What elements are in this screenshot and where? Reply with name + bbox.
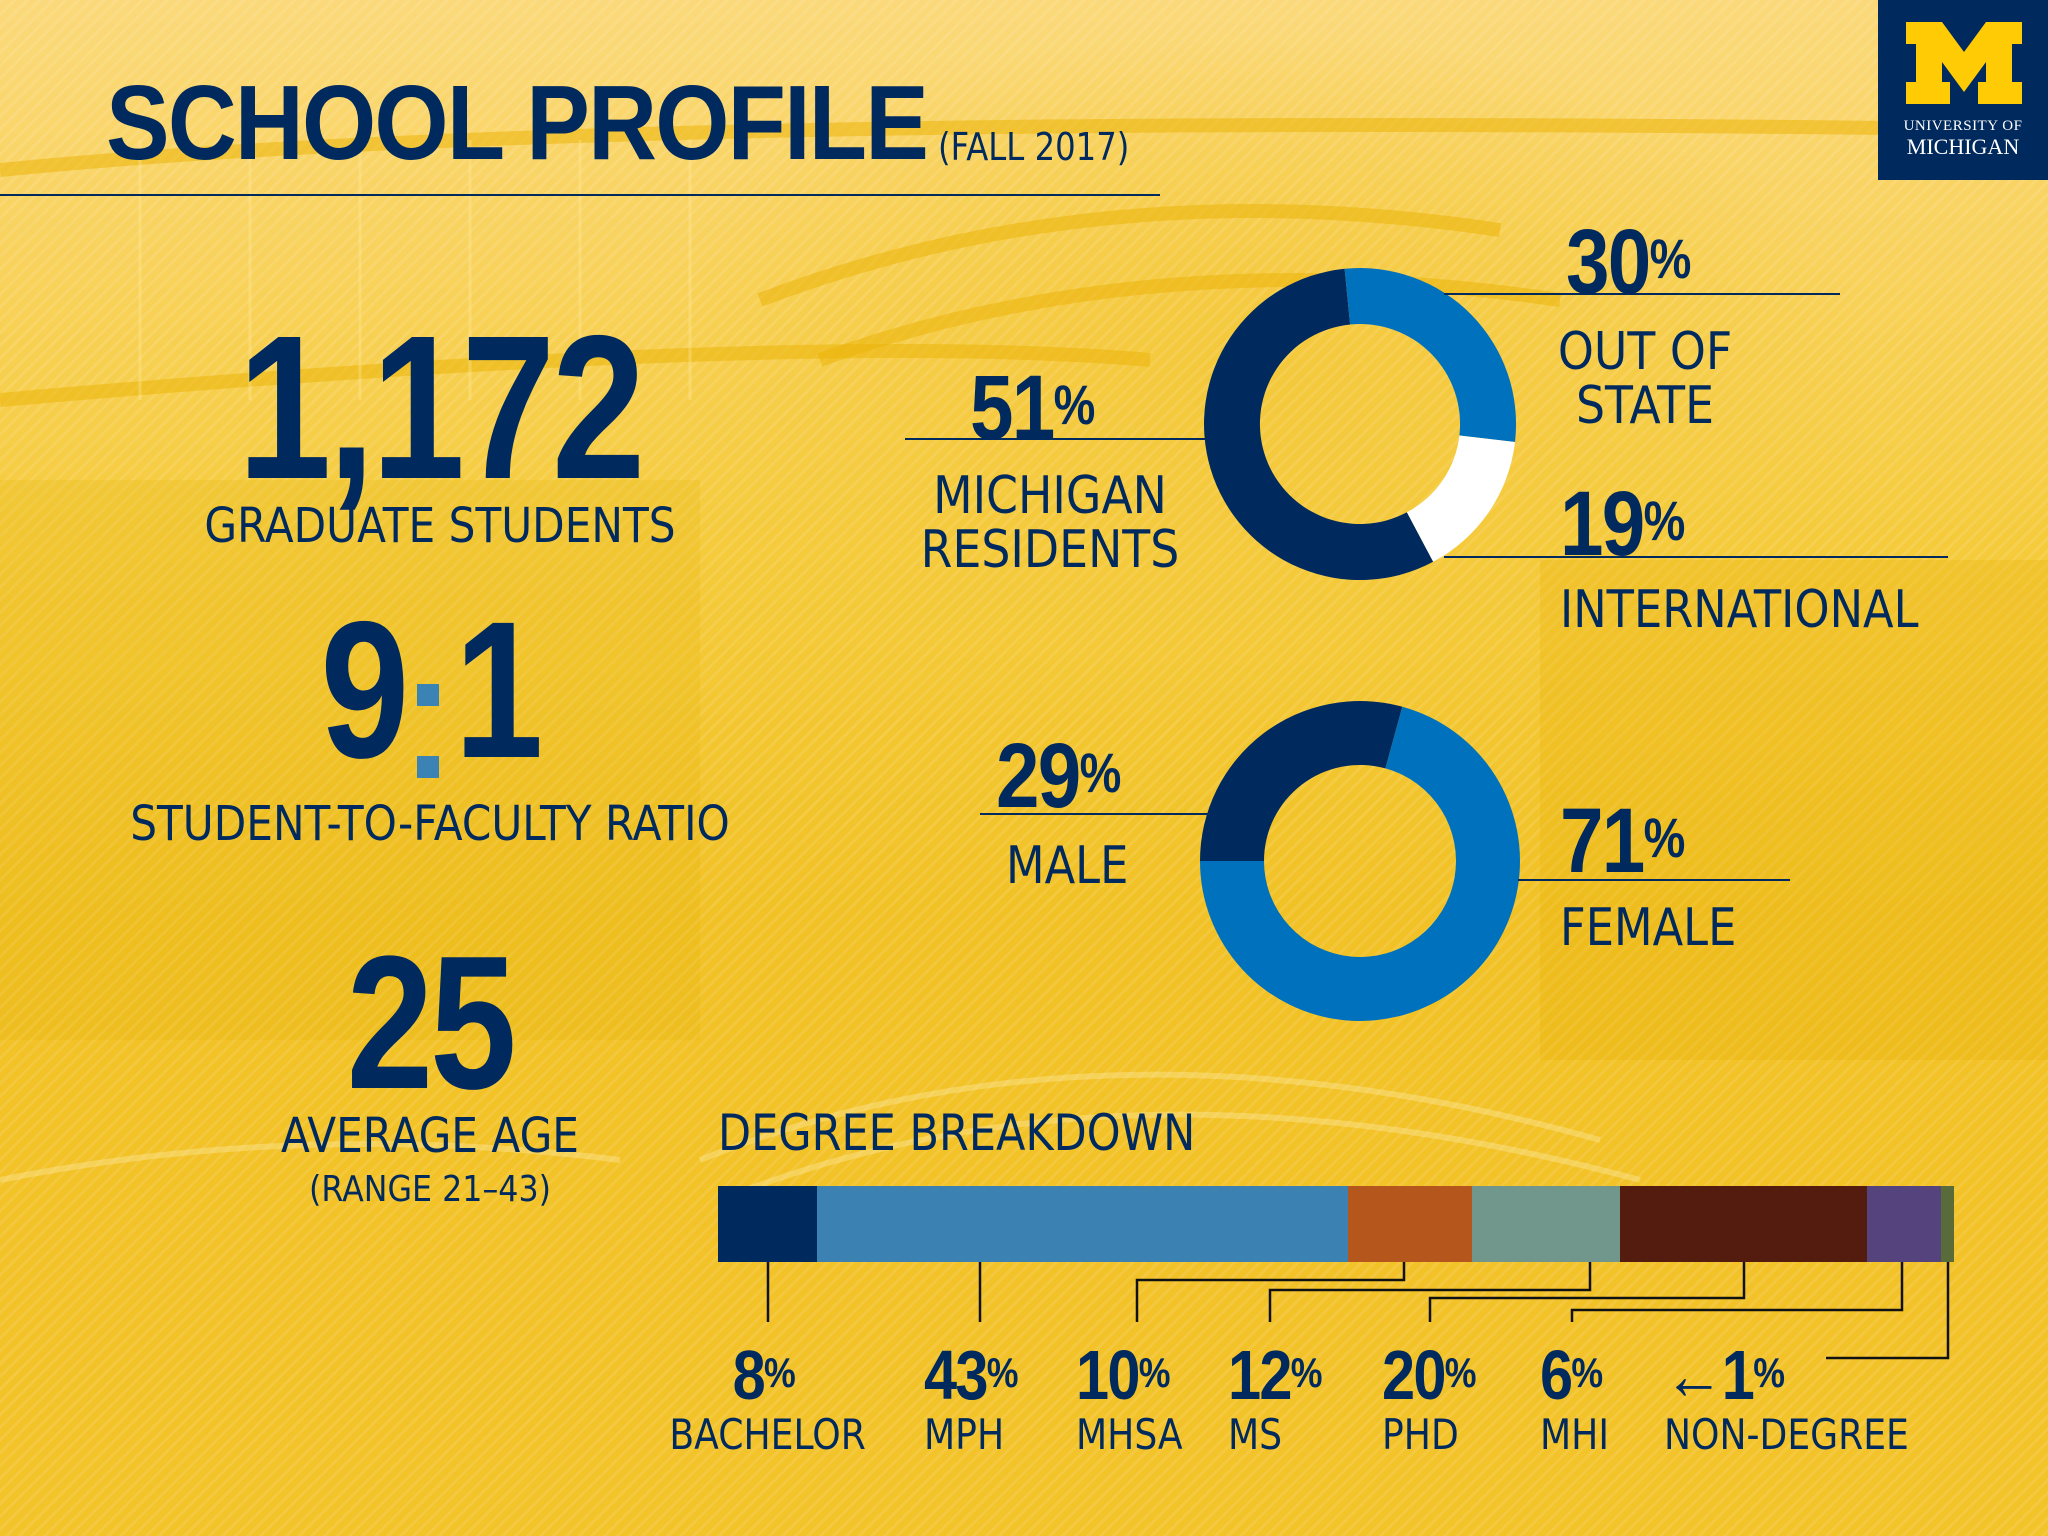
degree-item-non-degree: ←1% NON-DEGREE bbox=[1664, 1336, 1909, 1459]
donut-segment-female bbox=[1200, 706, 1520, 1022]
out-of-state-pct: 30% bbox=[1566, 211, 1692, 313]
out-of-state-label: OUT OF STATE bbox=[1557, 322, 1733, 436]
residency-donut-chart bbox=[1204, 268, 1517, 581]
age-range: (RANGE 21–43) bbox=[309, 1169, 551, 1210]
page-title: SCHOOL PROFILE bbox=[106, 64, 929, 182]
donut-segment-michigan bbox=[1204, 268, 1434, 581]
students-stat: 1,172 GRADUATE STUDENTS bbox=[140, 305, 740, 550]
international-label: INTERNATIONAL bbox=[1560, 580, 1919, 640]
male-leader-line bbox=[980, 813, 1210, 815]
degree-item-mhsa: 10% MHSA bbox=[1076, 1336, 1183, 1459]
michigan-leader-line bbox=[905, 438, 1205, 440]
ratio-right: 1 bbox=[454, 581, 543, 799]
degree-item-mhi: 6% MHI bbox=[1540, 1336, 1609, 1459]
ratio-stat: 9 1 STUDENT-TO-FACULTY RATIO bbox=[70, 593, 790, 852]
michigan-pct: 51% bbox=[970, 357, 1096, 459]
ratio-left: 9 bbox=[319, 581, 409, 799]
students-label: GRADUATE STUDENTS bbox=[204, 498, 676, 554]
female-pct: 71% bbox=[1560, 790, 1686, 892]
university-logo: UNIVERSITY OF MICHIGAN bbox=[1878, 0, 2048, 180]
bar-segment-mhsa bbox=[1348, 1186, 1472, 1262]
degree-breakdown-title: DEGREE BREAKDOWN bbox=[718, 1104, 1196, 1162]
out-of-state-leader-line bbox=[1444, 293, 1840, 295]
bar-segment-bachelor bbox=[718, 1186, 817, 1262]
age-stat: 25 AVERAGE AGE (RANGE 21–43) bbox=[190, 928, 670, 1208]
bar-segment-ms bbox=[1472, 1186, 1620, 1262]
male-pct: 29% bbox=[996, 725, 1122, 827]
page-subtitle: (FALL 2017) bbox=[938, 125, 1130, 169]
female-leader-line bbox=[1518, 879, 1790, 881]
female-label: FEMALE bbox=[1560, 898, 1737, 958]
michigan-label: MICHIGAN RESIDENTS bbox=[920, 466, 1180, 580]
logo-line1: UNIVERSITY OF bbox=[1903, 118, 2023, 134]
degree-item-mph: 43% MPH bbox=[924, 1336, 1019, 1459]
donut-segment-male bbox=[1200, 701, 1403, 861]
bar-segment-phd bbox=[1620, 1186, 1867, 1262]
bar-segment-mhi bbox=[1867, 1186, 1941, 1262]
donut-segment-international bbox=[1406, 435, 1515, 562]
international-leader-line bbox=[1444, 556, 1948, 558]
degree-item-bachelor: 8% BACHELOR bbox=[669, 1336, 866, 1459]
logo-line2: MICHIGAN bbox=[1906, 134, 2020, 159]
degree-item-phd: 20% PHD bbox=[1382, 1336, 1477, 1459]
bar-segment-mph bbox=[817, 1186, 1348, 1262]
students-count: 1,172 bbox=[237, 293, 646, 522]
age-label: AVERAGE AGE bbox=[281, 1108, 579, 1164]
degree-stacked-bar bbox=[718, 1186, 1954, 1262]
block-m-icon bbox=[1906, 22, 2022, 104]
less-than-arrow-icon: ← bbox=[1664, 1336, 1724, 1414]
gender-donut-chart bbox=[1200, 701, 1520, 1022]
title-underline bbox=[0, 194, 1160, 196]
international-pct: 19% bbox=[1560, 473, 1686, 575]
ratio-value: 9 1 bbox=[70, 593, 790, 788]
degree-item-ms: 12% MS bbox=[1228, 1336, 1323, 1459]
donut-segment-out-of-state bbox=[1344, 268, 1517, 442]
bar-segment-non-degree bbox=[1941, 1186, 1954, 1262]
ratio-label: STUDENT-TO-FACULTY RATIO bbox=[130, 796, 730, 852]
age-value: 25 bbox=[346, 917, 517, 1129]
male-label: MALE bbox=[1006, 836, 1129, 896]
ratio-colon bbox=[417, 684, 439, 778]
